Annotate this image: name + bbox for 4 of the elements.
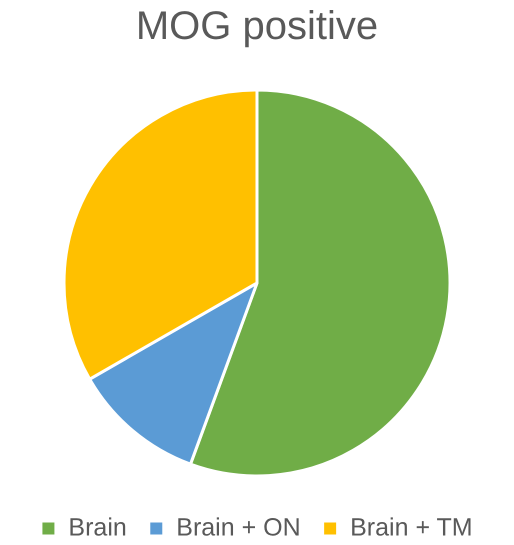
legend-label: Brain <box>68 513 127 542</box>
chart-title: MOG positive <box>136 4 378 48</box>
legend-label: Brain + ON <box>176 513 301 542</box>
legend-label: Brain + TM <box>350 513 473 542</box>
